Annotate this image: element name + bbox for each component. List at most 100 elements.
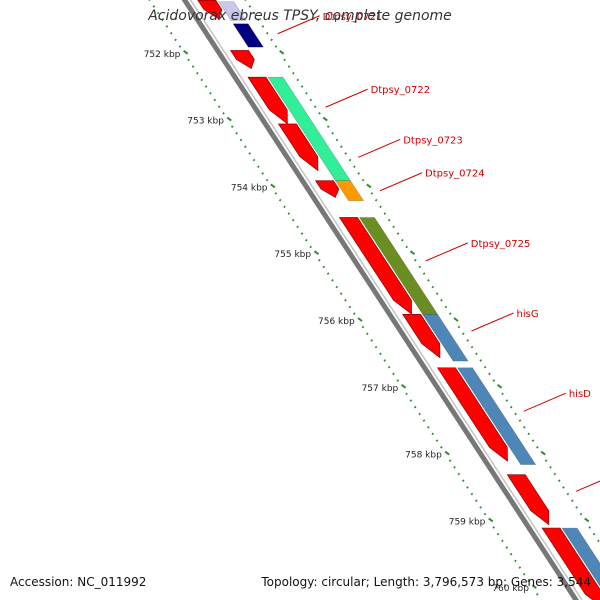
cog-category-track [218, 1, 600, 600]
cog-bar-Dtpsy_0721[interactable] [232, 23, 264, 48]
cog-major-tick [409, 250, 416, 255]
ruler-minor-tick [448, 459, 452, 462]
cog-minor-tick [523, 425, 526, 429]
ruler-minor-tick [453, 466, 456, 469]
cog-minor-tick [570, 499, 574, 503]
cog-minor-tick [553, 472, 557, 476]
cog-minor-tick [575, 506, 578, 509]
ruler-major-tick [226, 116, 232, 122]
gene-arrow[interactable] [402, 314, 441, 359]
gene-label-hisD[interactable]: hisD [569, 389, 591, 400]
ruler-minor-tick [461, 479, 465, 483]
ruler-minor-tick [196, 71, 199, 75]
gene-arrow[interactable] [506, 474, 550, 526]
ruler-minor-tick [435, 439, 439, 442]
ruler-minor-tick [505, 546, 509, 549]
ruler-labels: 752 kbp 753 kbp 754 kbp 755 kbp 756 kbp 757 k… [144, 50, 530, 594]
gene-arrow[interactable] [338, 217, 412, 315]
ruler-minor-tick [178, 45, 182, 48]
gene-label-hisG[interactable]: hisG [517, 309, 539, 320]
ruler-minor-tick [152, 5, 156, 8]
ruler-minor-tick [318, 258, 321, 262]
cog-minor-tick [379, 205, 382, 209]
ruler-minor-tick [161, 18, 164, 22]
cog-minor-tick [383, 212, 387, 215]
ruler-minor-tick [418, 412, 421, 416]
cog-minor-tick [475, 352, 478, 356]
cog-major-tick [584, 517, 590, 523]
gene-arrow[interactable] [541, 527, 600, 600]
ruler-label-754: 754 kbp [231, 183, 268, 193]
cog-minor-tick [505, 399, 509, 402]
cog-bar-Dtpsy_0729[interactable] [561, 527, 600, 600]
gene-arrow[interactable] [314, 180, 340, 198]
cog-minor-tick [566, 492, 570, 496]
cog-minor-tick [305, 91, 308, 95]
gene-label-Dtpsy_0721[interactable]: Dtpsy_0721 [323, 12, 383, 23]
ruler-label-752: 752 kbp [144, 50, 181, 60]
cog-minor-tick [448, 312, 452, 316]
ruler-minor-tick [169, 31, 173, 35]
leader-Dtpsy_0722 [325, 88, 368, 108]
cog-minor-tick [444, 305, 448, 309]
leader-Dtpsy_0723 [358, 138, 401, 158]
cog-minor-tick [326, 125, 330, 128]
ruler-minor-tick [204, 85, 208, 88]
cog-minor-tick [483, 365, 487, 369]
ruler-minor-tick [239, 138, 243, 142]
cog-bar-hisD[interactable] [456, 367, 537, 465]
backbone-line [181, 0, 579, 600]
ruler-label-756: 756 kbp [318, 317, 355, 327]
gene-arrow[interactable] [197, 0, 223, 20]
cog-minor-tick [361, 178, 365, 182]
cog-minor-tick [414, 258, 417, 262]
cog-bar-gene-0[interactable] [218, 1, 247, 21]
ruler-major-tick [313, 250, 320, 255]
ruler-minor-tick [383, 359, 387, 362]
ruler-minor-tick [514, 559, 517, 563]
gene-arrow[interactable] [247, 76, 288, 125]
ruler-minor-tick [361, 325, 365, 329]
cog-major-tick [322, 116, 328, 122]
ruler-minor-tick [518, 566, 522, 569]
ruler-minor-tick [174, 38, 177, 42]
ruler-dotted-track [148, 0, 543, 600]
cog-minor-tick [300, 85, 304, 88]
cog-minor-tick [252, 11, 256, 15]
cog-minor-tick [509, 405, 513, 409]
gene-label-Dtpsy_0723[interactable]: Dtpsy_0723 [403, 135, 463, 146]
ruler-minor-tick [331, 279, 334, 282]
cog-minor-tick [457, 325, 461, 329]
cog-minor-tick [261, 25, 265, 28]
cog-minor-tick [579, 512, 583, 516]
ruler-minor-tick [200, 78, 204, 82]
cog-bar-Dtpsy_0722[interactable] [267, 76, 352, 182]
ruler-minor-tick [165, 25, 169, 28]
backbone-shadow [189, 0, 583, 600]
gene-arrow[interactable] [229, 50, 255, 69]
ruler-minor-tick [300, 232, 304, 235]
ruler-minor-tick [296, 225, 299, 229]
cog-bar-hisG[interactable] [422, 314, 469, 362]
ruler-minor-tick [156, 11, 160, 15]
ruler-label-760: 760 kbp [492, 584, 529, 594]
cog-bar-Dtpsy_0724[interactable] [334, 180, 365, 202]
cog-minor-tick [353, 165, 356, 169]
forward-gene-track [197, 0, 600, 600]
cog-minor-tick [348, 158, 352, 162]
ruler-minor-tick [257, 165, 260, 169]
leader-Dtpsy_0721 [277, 15, 320, 35]
gene-arrow[interactable] [436, 367, 508, 462]
gene-label-Dtpsy_0724[interactable]: Dtpsy_0724 [425, 169, 485, 180]
gene-arrow[interactable] [277, 123, 319, 172]
gene-label-Dtpsy_0725[interactable]: Dtpsy_0725 [471, 239, 531, 250]
ruler-minor-tick [409, 399, 413, 402]
ruler-minor-tick [339, 292, 343, 295]
genome-summary-text: Topology: circular; Length: 3,796,573 bp… [261, 575, 591, 589]
ruler-minor-tick [392, 372, 395, 376]
ruler-minor-tick [527, 579, 530, 583]
ruler-minor-tick [213, 98, 217, 102]
gene-label-Dtpsy_0722[interactable]: Dtpsy_0722 [371, 85, 431, 96]
cog-minor-tick [396, 232, 400, 235]
